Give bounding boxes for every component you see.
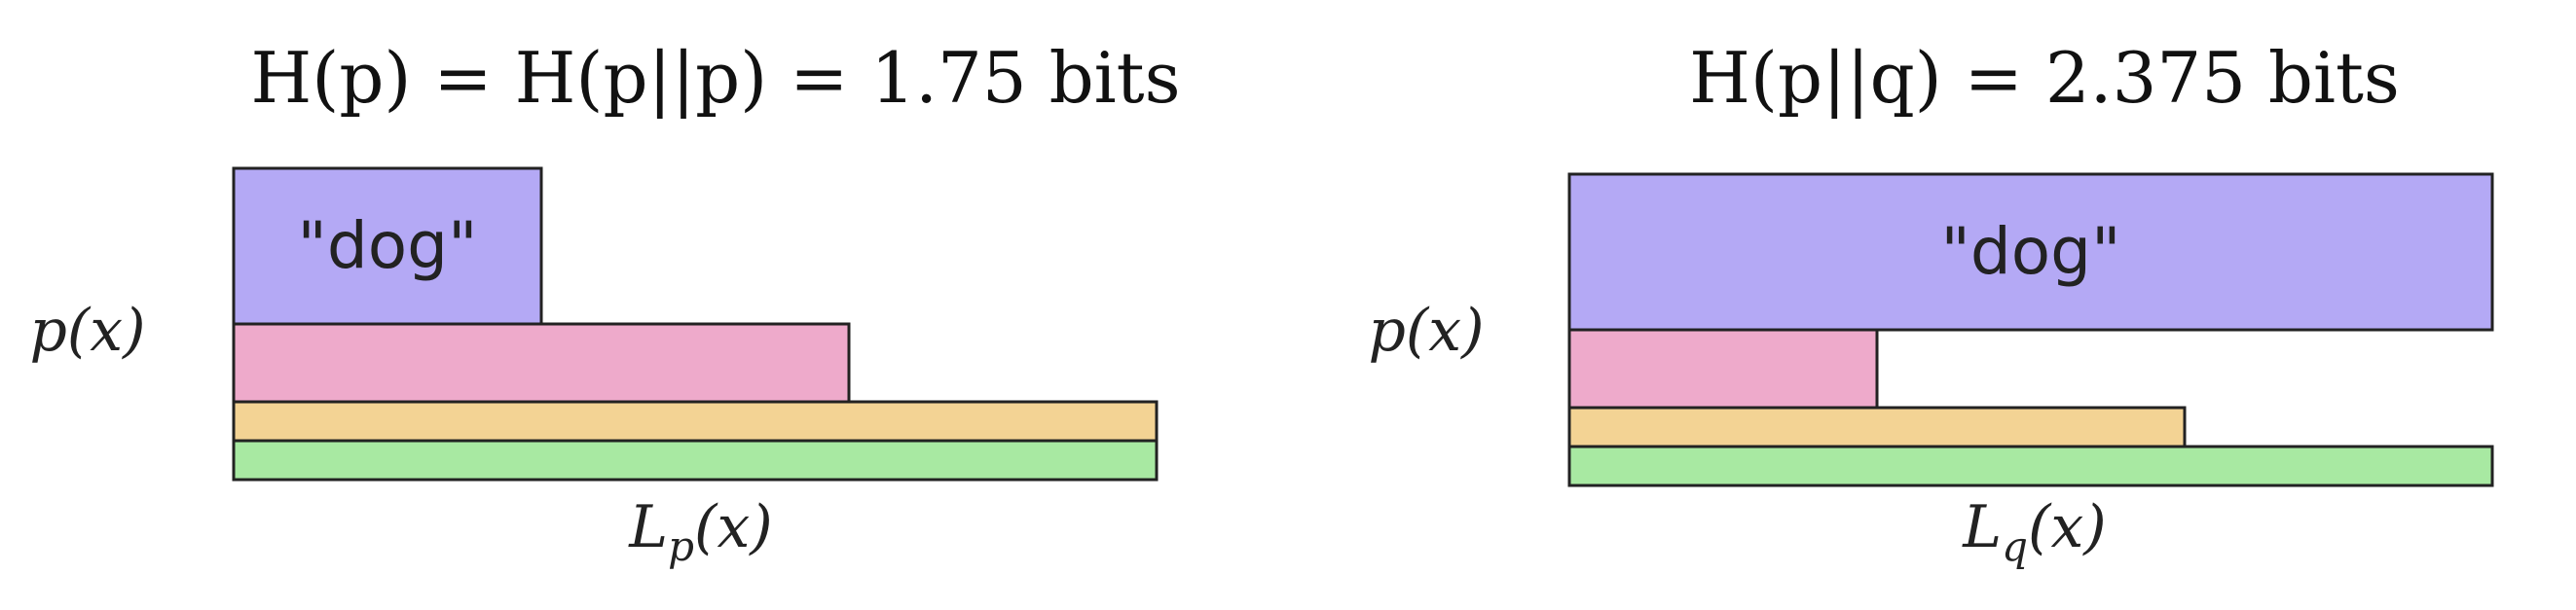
bar-dog (1567, 172, 2494, 332)
bar-dog (232, 166, 543, 326)
bar-label-dog: "dog" (1941, 214, 2121, 289)
x-axis-label: Lp(x) (628, 493, 772, 570)
panel-title: H(p) = H(p||p) = 1.75 bits (250, 37, 1180, 119)
bar-fish (1567, 406, 2187, 449)
panel-entropy: H(p) = H(p||p) = 1.75 bits p(x) "dog" Lp(x) (29, 37, 1180, 570)
bar-cat (232, 322, 851, 404)
panel-cross-entropy: H(p||q) = 2.375 bits p(x) "dog" Lq(x) (1368, 37, 2494, 570)
x-axis-label: Lq(x) (1962, 493, 2106, 570)
y-axis-label: p(x) (29, 297, 145, 365)
bar-bird (232, 439, 1159, 482)
y-axis-label: p(x) (1368, 297, 1484, 365)
bar-fish (232, 400, 1159, 443)
bar-bird (1567, 445, 2494, 487)
bar-cat (1567, 328, 1879, 410)
bar-label-dog: "dog" (298, 208, 478, 283)
panel-title: H(p||q) = 2.375 bits (1689, 37, 2400, 119)
